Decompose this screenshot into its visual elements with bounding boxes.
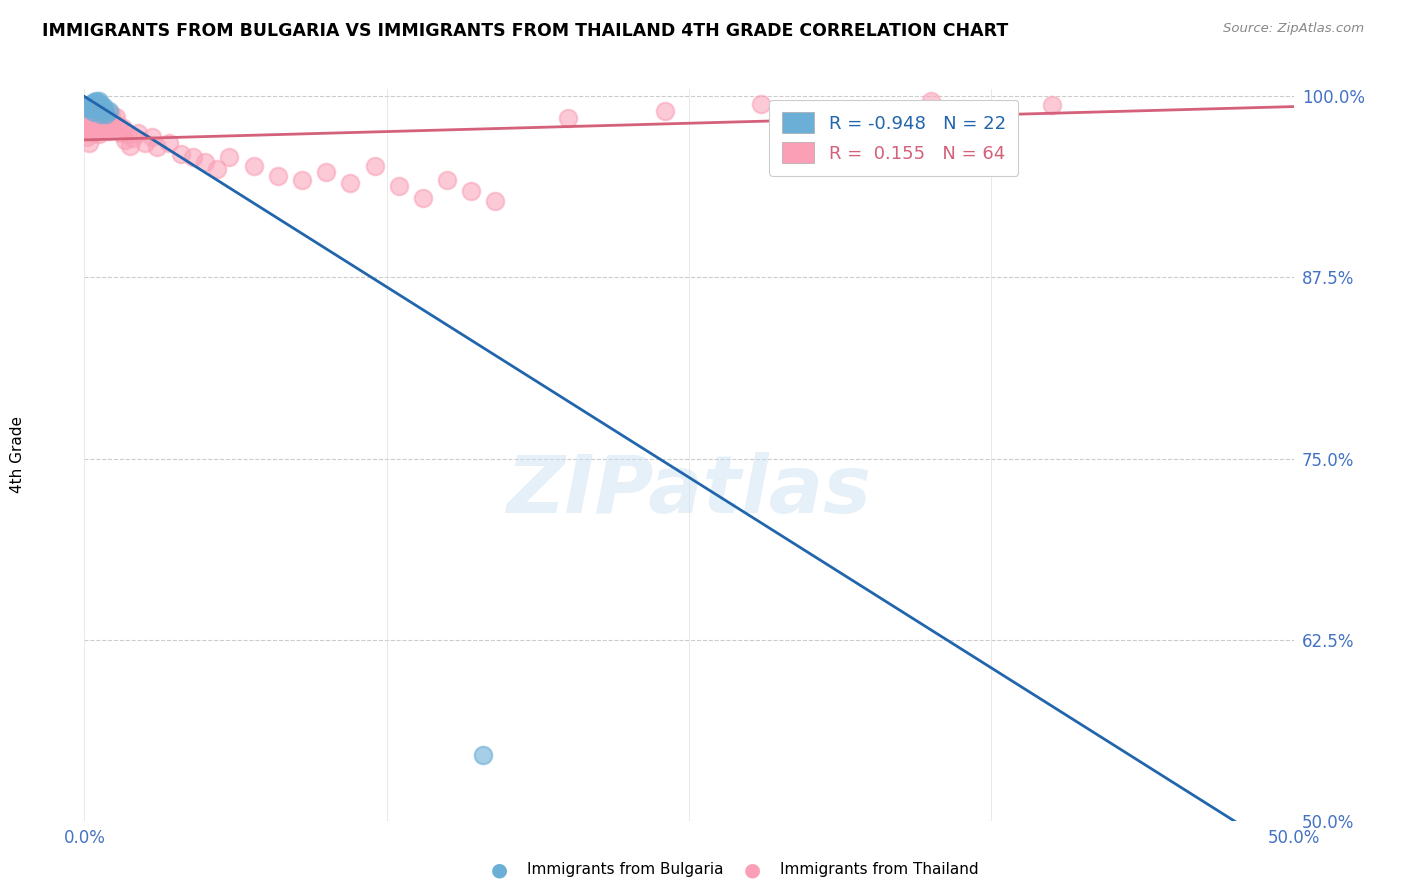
- Point: [86, 94, 108, 108]
- Point: [86, 98, 108, 112]
- Point: [80, 103, 103, 117]
- Point: [107, 119, 129, 133]
- Point: [80, 111, 103, 125]
- Point: [76, 111, 98, 125]
- Point: [77, 124, 100, 138]
- Point: [114, 133, 136, 147]
- Point: [110, 126, 132, 140]
- Point: [412, 191, 434, 205]
- Point: [93, 108, 115, 122]
- Point: [100, 120, 122, 134]
- Point: [117, 127, 139, 141]
- Point: [86, 122, 108, 136]
- Point: [134, 136, 156, 150]
- Point: [83, 105, 105, 120]
- Text: 4th Grade: 4th Grade: [10, 417, 25, 493]
- Point: [87, 101, 110, 115]
- Text: ●: ●: [744, 860, 761, 880]
- Point: [87, 127, 110, 141]
- Point: [751, 96, 773, 111]
- Point: [80, 96, 103, 111]
- Point: [90, 107, 112, 121]
- Text: IMMIGRANTS FROM BULGARIA VS IMMIGRANTS FROM THAILAND 4TH GRADE CORRELATION CHART: IMMIGRANTS FROM BULGARIA VS IMMIGRANTS F…: [42, 22, 1008, 40]
- Point: [77, 103, 100, 117]
- Point: [484, 194, 506, 208]
- Point: [654, 103, 676, 118]
- Point: [80, 121, 103, 136]
- Text: ZIPatlas: ZIPatlas: [506, 452, 872, 531]
- Point: [90, 115, 112, 129]
- Point: [291, 173, 314, 187]
- Point: [242, 159, 264, 173]
- Point: [93, 99, 115, 113]
- Point: [97, 112, 120, 127]
- Point: [80, 99, 103, 113]
- Point: [103, 115, 125, 129]
- Point: [87, 117, 110, 131]
- Point: [77, 115, 100, 129]
- Point: [97, 124, 120, 138]
- Point: [100, 107, 122, 121]
- Point: [87, 96, 110, 111]
- Point: [94, 111, 117, 125]
- Point: [86, 103, 108, 118]
- Point: [388, 179, 411, 194]
- Point: [120, 138, 142, 153]
- Point: [557, 111, 579, 125]
- Point: [267, 169, 290, 183]
- Point: [77, 136, 100, 150]
- Text: Immigrants from Thailand: Immigrants from Thailand: [780, 863, 979, 877]
- Point: [121, 131, 143, 145]
- Point: [83, 115, 105, 129]
- Point: [93, 103, 115, 118]
- Point: [97, 103, 120, 118]
- Point: [90, 98, 112, 112]
- Point: [920, 94, 942, 108]
- Point: [112, 121, 135, 136]
- Point: [315, 165, 337, 179]
- Text: Source: ZipAtlas.com: Source: ZipAtlas.com: [1223, 22, 1364, 36]
- Point: [94, 107, 117, 121]
- Text: ●: ●: [491, 860, 508, 880]
- Legend: R = -0.948   N = 22, R =  0.155   N = 64: R = -0.948 N = 22, R = 0.155 N = 64: [769, 100, 1018, 176]
- Point: [76, 121, 98, 136]
- Point: [76, 130, 98, 145]
- Point: [1040, 98, 1063, 112]
- Point: [90, 105, 112, 120]
- Point: [181, 150, 204, 164]
- Point: [87, 94, 110, 108]
- Point: [87, 107, 110, 121]
- Point: [141, 130, 163, 145]
- Point: [83, 95, 105, 110]
- Point: [146, 140, 169, 154]
- Point: [339, 177, 361, 191]
- Point: [86, 112, 108, 127]
- Point: [77, 98, 100, 112]
- Point: [194, 154, 217, 169]
- Point: [460, 184, 482, 198]
- Point: [94, 122, 117, 136]
- Point: [86, 103, 108, 117]
- Point: [436, 173, 458, 187]
- Point: [127, 126, 149, 140]
- Point: [83, 101, 105, 115]
- Point: [157, 136, 180, 150]
- Point: [93, 120, 115, 134]
- Point: [363, 159, 385, 173]
- Point: [76, 99, 98, 113]
- Point: [77, 105, 100, 120]
- Point: [207, 161, 229, 176]
- Point: [104, 110, 127, 124]
- Point: [83, 126, 105, 140]
- Point: [170, 147, 193, 161]
- Point: [83, 107, 105, 121]
- Point: [218, 150, 240, 164]
- Point: [472, 748, 495, 763]
- Point: [90, 103, 112, 117]
- Text: Immigrants from Bulgaria: Immigrants from Bulgaria: [527, 863, 724, 877]
